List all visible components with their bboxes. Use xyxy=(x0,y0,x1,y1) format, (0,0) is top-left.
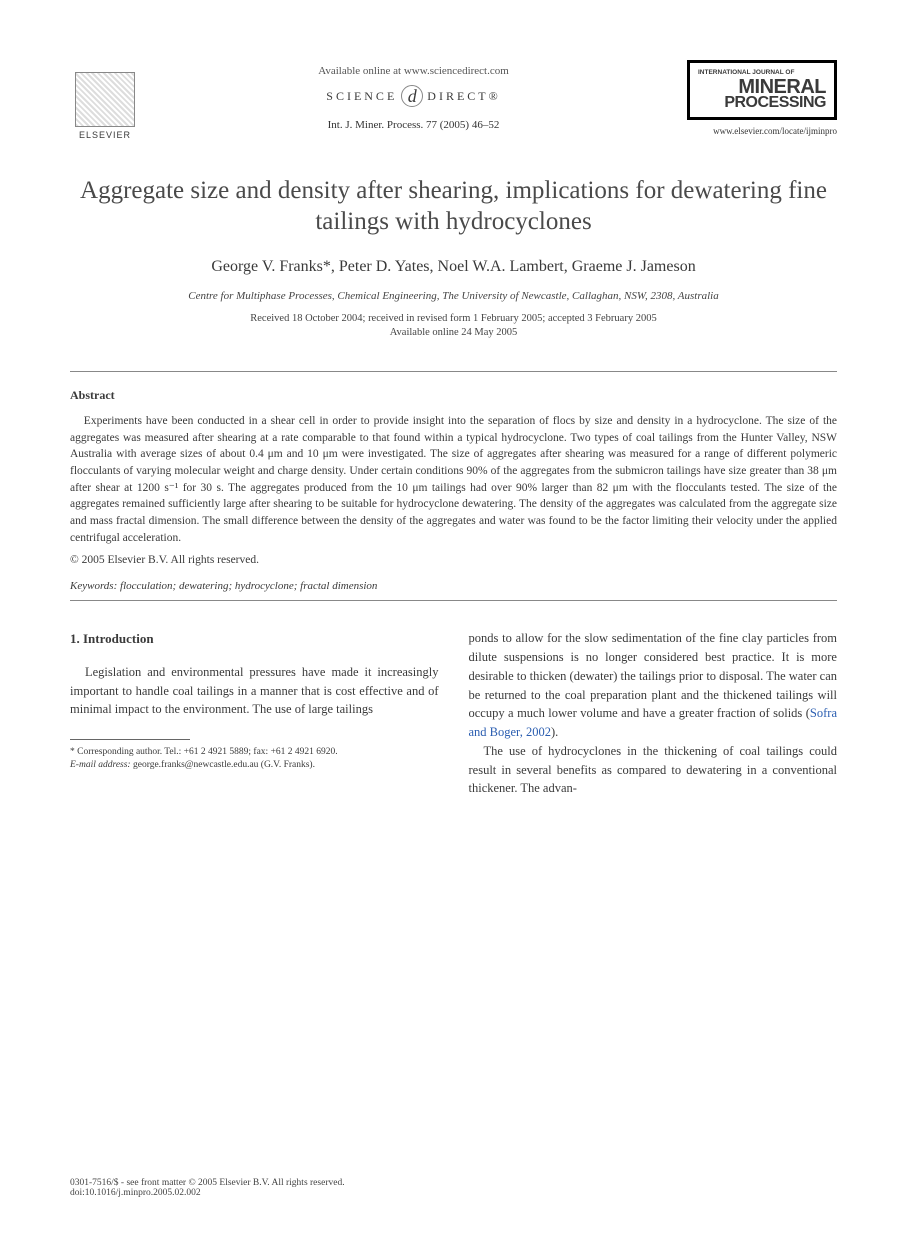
elsevier-tree-icon xyxy=(75,72,135,127)
journal-logo-processing: PROCESSING xyxy=(698,96,826,110)
journal-logo: INTERNATIONAL JOURNAL OF MINERAL PROCESS… xyxy=(687,60,837,120)
footnote-corresponding: * Corresponding author. Tel.: +61 2 4921… xyxy=(70,746,439,759)
dates-line2: Available online 24 May 2005 xyxy=(390,327,518,338)
journal-reference: Int. J. Miner. Process. 77 (2005) 46–52 xyxy=(140,119,687,131)
article-title: Aggregate size and density after shearin… xyxy=(70,175,837,238)
section-1-heading: 1. Introduction xyxy=(70,629,439,649)
science-direct-left: SCIENCE xyxy=(326,89,397,104)
footnote-separator xyxy=(70,739,190,740)
intro-para-left: Legislation and environmental pressures … xyxy=(70,663,439,719)
journal-url: www.elsevier.com/locate/ijminpro xyxy=(687,126,837,136)
footer-line1: 0301-7516/$ - see front matter © 2005 El… xyxy=(70,1178,837,1188)
center-header: Available online at www.sciencedirect.co… xyxy=(140,60,687,131)
keywords-text: flocculation; dewatering; hydrocyclone; … xyxy=(117,580,377,592)
dates-line1: Received 18 October 2004; received in re… xyxy=(250,313,656,324)
intro-para-right-1: ponds to allow for the slow sedimentatio… xyxy=(469,629,838,742)
copyright-line: © 2005 Elsevier B.V. All rights reserved… xyxy=(70,554,837,566)
abstract-heading: Abstract xyxy=(70,388,837,403)
header-row: ELSEVIER Available online at www.science… xyxy=(70,60,837,140)
elsevier-label: ELSEVIER xyxy=(79,130,131,140)
intro-para-right-1a: ponds to allow for the slow sedimentatio… xyxy=(469,631,838,720)
divider-bottom xyxy=(70,600,837,601)
footer-line2: doi:10.1016/j.minpro.2005.02.002 xyxy=(70,1188,837,1198)
journal-logo-top: INTERNATIONAL JOURNAL OF xyxy=(698,69,826,76)
science-direct-logo: SCIENCE d DIRECT® xyxy=(326,85,500,107)
column-right: ponds to allow for the slow sedimentatio… xyxy=(469,629,838,798)
page-footer: 0301-7516/$ - see front matter © 2005 El… xyxy=(70,1178,837,1198)
footnote-email-label: E-mail address: xyxy=(70,760,131,770)
column-left: 1. Introduction Legislation and environm… xyxy=(70,629,439,798)
intro-para-right-2: The use of hydrocyclones in the thickeni… xyxy=(469,742,838,798)
body-columns: 1. Introduction Legislation and environm… xyxy=(70,629,837,798)
available-online-text: Available online at www.sciencedirect.co… xyxy=(140,65,687,77)
science-direct-at-icon: d xyxy=(401,85,423,107)
footnote-email: E-mail address: george.franks@newcastle.… xyxy=(70,759,439,772)
article-dates: Received 18 October 2004; received in re… xyxy=(70,312,837,341)
journal-box: INTERNATIONAL JOURNAL OF MINERAL PROCESS… xyxy=(687,60,837,136)
keywords: Keywords: flocculation; dewatering; hydr… xyxy=(70,580,837,592)
intro-para-right-1b: ). xyxy=(551,725,558,739)
elsevier-logo: ELSEVIER xyxy=(70,60,140,140)
keywords-label: Keywords: xyxy=(70,580,117,592)
affiliation: Centre for Multiphase Processes, Chemica… xyxy=(70,290,837,302)
science-direct-right: DIRECT® xyxy=(427,89,500,104)
authors-line: George V. Franks*, Peter D. Yates, Noel … xyxy=(70,258,837,276)
divider-top xyxy=(70,371,837,372)
footnote-email-value: george.franks@newcastle.edu.au (G.V. Fra… xyxy=(131,760,315,770)
abstract-body: Experiments have been conducted in a she… xyxy=(70,413,837,546)
